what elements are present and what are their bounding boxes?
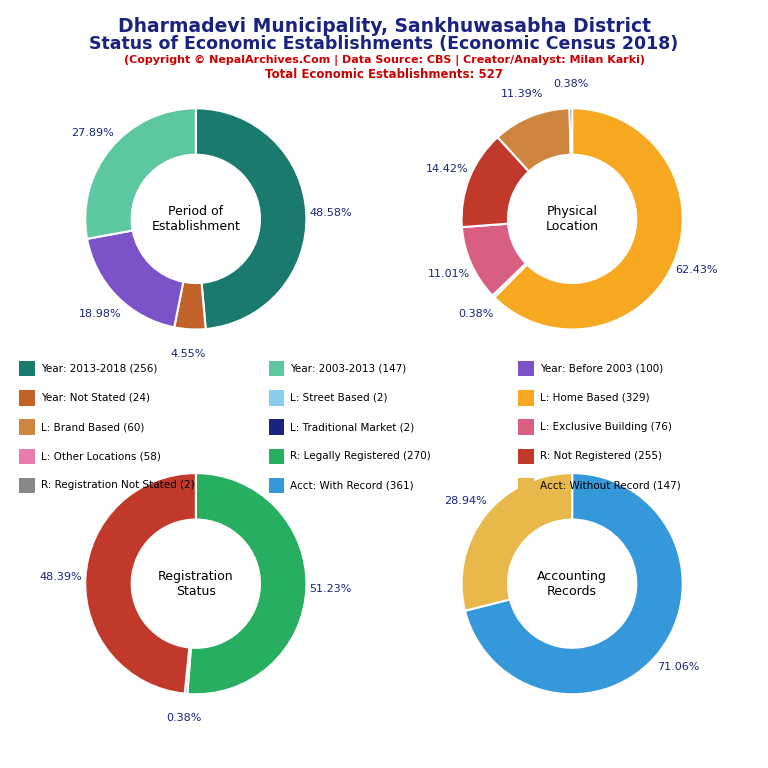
Wedge shape <box>462 473 572 611</box>
Wedge shape <box>85 108 196 239</box>
Text: 71.06%: 71.06% <box>657 661 700 671</box>
Text: Dharmadevi Municipality, Sankhuwasabha District: Dharmadevi Municipality, Sankhuwasabha D… <box>118 17 650 36</box>
Text: 62.43%: 62.43% <box>676 265 718 275</box>
Wedge shape <box>196 108 306 329</box>
Text: Period of
Establishment: Period of Establishment <box>151 205 240 233</box>
Text: Acct: With Record (361): Acct: With Record (361) <box>290 480 414 491</box>
Wedge shape <box>87 230 184 327</box>
Text: 4.55%: 4.55% <box>171 349 207 359</box>
Wedge shape <box>174 282 206 329</box>
Text: Year: Not Stated (24): Year: Not Stated (24) <box>41 392 150 403</box>
Text: Year: Before 2003 (100): Year: Before 2003 (100) <box>540 363 663 374</box>
Text: (Copyright © NepalArchives.Com | Data Source: CBS | Creator/Analyst: Milan Karki: (Copyright © NepalArchives.Com | Data So… <box>124 55 644 65</box>
Wedge shape <box>498 108 571 171</box>
Wedge shape <box>465 473 683 694</box>
Wedge shape <box>492 263 527 297</box>
Text: 14.42%: 14.42% <box>425 164 468 174</box>
Text: Accounting
Records: Accounting Records <box>538 570 607 598</box>
Text: 27.89%: 27.89% <box>71 127 114 137</box>
Text: L: Street Based (2): L: Street Based (2) <box>290 392 388 403</box>
Text: 0.38%: 0.38% <box>458 309 494 319</box>
Text: Total Economic Establishments: 527: Total Economic Establishments: 527 <box>265 68 503 81</box>
Text: L: Exclusive Building (76): L: Exclusive Building (76) <box>540 422 672 432</box>
Text: 11.39%: 11.39% <box>501 88 543 98</box>
Text: 11.01%: 11.01% <box>428 269 470 279</box>
Text: Status of Economic Establishments (Economic Census 2018): Status of Economic Establishments (Econo… <box>89 35 679 52</box>
Wedge shape <box>462 223 526 296</box>
Text: 48.58%: 48.58% <box>310 208 352 218</box>
Text: R: Registration Not Stated (2): R: Registration Not Stated (2) <box>41 480 194 491</box>
Text: Year: 2003-2013 (147): Year: 2003-2013 (147) <box>290 363 406 374</box>
Text: Year: 2013-2018 (256): Year: 2013-2018 (256) <box>41 363 157 374</box>
Wedge shape <box>495 108 683 329</box>
Wedge shape <box>85 473 196 694</box>
Text: R: Not Registered (255): R: Not Registered (255) <box>540 451 662 462</box>
Text: 51.23%: 51.23% <box>310 584 352 594</box>
Wedge shape <box>184 647 191 694</box>
Text: 0.38%: 0.38% <box>166 713 201 723</box>
Text: L: Traditional Market (2): L: Traditional Market (2) <box>290 422 415 432</box>
Text: L: Brand Based (60): L: Brand Based (60) <box>41 422 144 432</box>
Text: 18.98%: 18.98% <box>78 309 121 319</box>
Text: Physical
Location: Physical Location <box>545 205 599 233</box>
Wedge shape <box>187 473 306 694</box>
Text: 0.38%: 0.38% <box>553 79 588 89</box>
Wedge shape <box>462 137 529 227</box>
Text: L: Other Locations (58): L: Other Locations (58) <box>41 451 161 462</box>
Text: L: Home Based (329): L: Home Based (329) <box>540 392 650 403</box>
Text: R: Legally Registered (270): R: Legally Registered (270) <box>290 451 431 462</box>
Wedge shape <box>570 108 572 155</box>
Text: Acct: Without Record (147): Acct: Without Record (147) <box>540 480 680 491</box>
Text: 48.39%: 48.39% <box>40 572 82 582</box>
Text: 28.94%: 28.94% <box>445 496 487 506</box>
Text: Registration
Status: Registration Status <box>158 570 233 598</box>
